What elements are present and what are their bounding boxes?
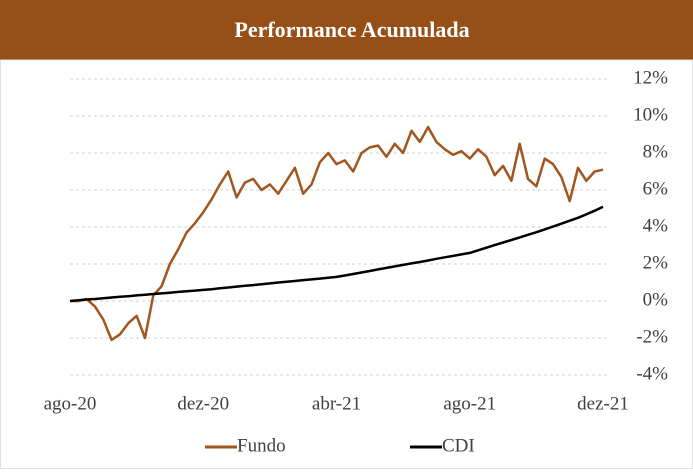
x-tick-label: ago-20	[44, 393, 97, 414]
y-tick-label: 6%	[643, 178, 669, 199]
x-tick-label: ago-21	[443, 393, 496, 414]
y-tick-label: -2%	[636, 326, 668, 347]
series-line	[70, 125, 604, 342]
y-tick-label: 10%	[633, 104, 668, 125]
x-tick-label: dez-20	[177, 393, 229, 414]
y-tick-label: -4%	[636, 363, 668, 384]
y-tick-label: 4%	[643, 215, 669, 236]
x-tick-label: abr-21	[312, 393, 361, 414]
title-bar	[0, 0, 693, 60]
y-tick-label: 0%	[643, 289, 669, 310]
legend-label: CDI	[442, 435, 475, 456]
y-tick-label: 12%	[633, 67, 668, 88]
y-tick-label: 2%	[643, 252, 669, 273]
y-tick-label: 8%	[643, 141, 669, 162]
series-line	[69, 205, 604, 303]
chart-title: Performance Acumulada	[234, 17, 469, 42]
legend-label: Fundo	[237, 435, 286, 456]
x-tick-label: dez-21	[577, 393, 629, 414]
